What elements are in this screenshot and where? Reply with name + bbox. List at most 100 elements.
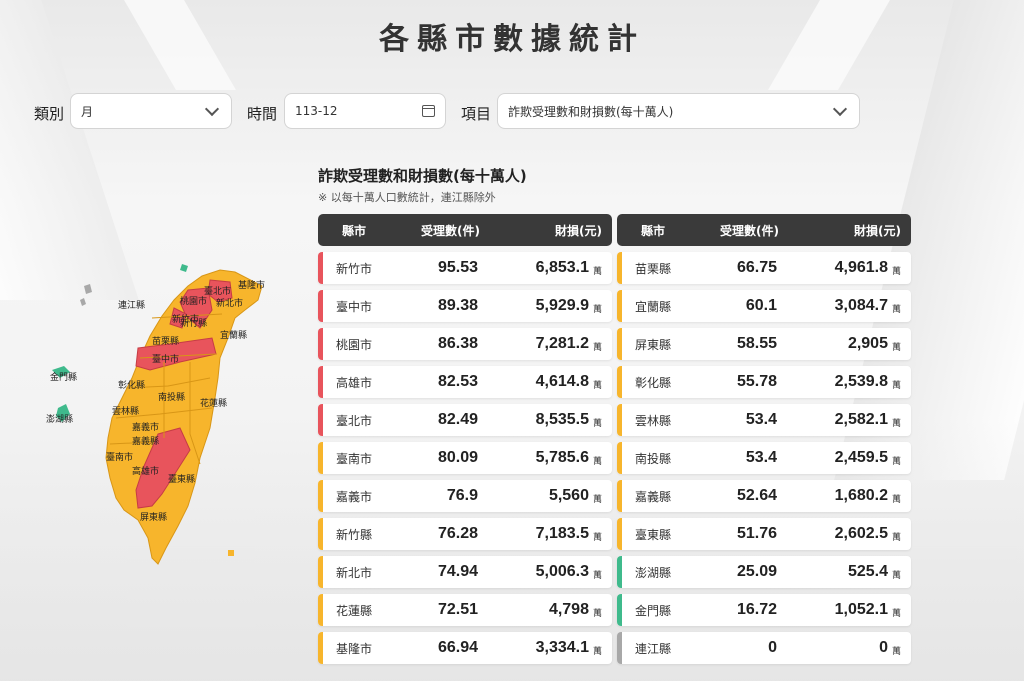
header-county: 縣市: [341, 223, 366, 238]
case-count: 72.51: [437, 601, 478, 618]
unit-label: 萬: [891, 646, 901, 657]
category-select[interactable]: 月: [70, 93, 232, 129]
county-name: 嘉義市: [335, 489, 372, 504]
case-count: 76.28: [437, 525, 478, 542]
table-row: 彰化縣 55.78 2,539.8 萬: [617, 366, 911, 398]
map-label: 金門縣: [50, 371, 77, 383]
county-name: 雲林縣: [634, 413, 671, 428]
map-label: 雲林縣: [112, 405, 139, 417]
case-count: 53.4: [745, 449, 777, 466]
loss-amount: 2,905: [847, 335, 888, 352]
table-row: 雲林縣 53.4 2,582.1 萬: [617, 404, 911, 436]
map-label: 苗栗縣: [152, 336, 179, 347]
case-count: 82.53: [437, 373, 478, 390]
table-row: 宜蘭縣 60.1 3,084.7 萬: [617, 290, 911, 322]
map-label: 澎湖縣: [46, 413, 73, 425]
table-row: 連江縣 0 0 萬: [617, 632, 911, 664]
map-label: 花蓮縣: [200, 397, 227, 409]
unit-label: 萬: [592, 380, 602, 391]
county-name: 澎湖縣: [634, 565, 671, 580]
loss-amount: 4,961.8: [834, 259, 888, 276]
loss-amount: 2,582.1: [834, 411, 888, 428]
table-header: 縣市 受理數(件) 財損(元): [617, 214, 911, 246]
table-row: 基隆市 66.94 3,334.1 萬: [318, 632, 612, 664]
map-label: 南投縣: [158, 391, 185, 403]
loss-amount: 5,006.3: [535, 563, 589, 580]
loss-amount: 525.4: [847, 563, 888, 580]
unit-label: 萬: [592, 494, 602, 505]
map-label: 彰化縣: [118, 379, 145, 391]
county-name: 臺東縣: [634, 527, 671, 542]
case-count: 82.49: [437, 411, 478, 428]
level-indicator: [318, 252, 323, 284]
table-row: 新竹市 95.53 6,853.1 萬: [318, 252, 612, 284]
map-label: 嘉義市: [132, 421, 159, 433]
table-row: 嘉義縣 52.64 1,680.2 萬: [617, 480, 911, 512]
calendar-icon[interactable]: [422, 105, 435, 117]
county-name: 南投縣: [634, 451, 671, 466]
loss-amount: 3,334.1: [535, 639, 589, 656]
page-title: 各縣市數據統計: [379, 22, 645, 57]
unit-label: 萬: [592, 304, 602, 315]
taiwan-map: 基隆市臺北市新北市桃園市新竹市新竹縣宜蘭縣苗栗縣臺中市彰化縣南投縣花蓮縣雲林縣嘉…: [46, 264, 265, 565]
unit-label: 萬: [592, 342, 602, 353]
table-row: 嘉義市 76.9 5,560 萬: [318, 480, 612, 512]
map-region-penghu[interactable]: [56, 404, 70, 422]
map-island-green: [180, 264, 188, 272]
case-count: 74.94: [437, 563, 478, 580]
table-row: 花蓮縣 72.51 4,798 萬: [318, 594, 612, 626]
map-label: 新北市: [216, 297, 243, 309]
loss-amount: 7,281.2: [535, 335, 589, 352]
county-name: 花蓮縣: [335, 603, 372, 618]
loss-amount: 2,459.5: [834, 449, 888, 466]
loss-amount: 2,539.8: [834, 373, 888, 390]
level-indicator: [617, 594, 622, 626]
unit-label: 萬: [592, 456, 602, 467]
level-indicator: [617, 518, 622, 550]
table-row: 臺東縣 51.76 2,602.5 萬: [617, 518, 911, 550]
time-label: 時間: [247, 105, 278, 123]
map-region-lienchiang[interactable]: [80, 284, 92, 306]
map-region-taichung[interactable]: [135, 337, 217, 371]
level-indicator: [617, 252, 622, 284]
case-count: 52.64: [736, 487, 777, 504]
table-row: 新竹縣 76.28 7,183.5 萬: [318, 518, 612, 550]
county-name: 宜蘭縣: [634, 299, 671, 314]
case-count: 60.1: [745, 297, 777, 314]
loss-amount: 7,183.5: [535, 525, 589, 542]
map-label: 新竹市: [172, 313, 199, 325]
county-name: 桃園市: [335, 337, 372, 352]
map-label: 宜蘭縣: [220, 329, 247, 341]
case-count: 86.38: [437, 335, 478, 352]
time-picker[interactable]: 113-12: [284, 93, 446, 129]
level-indicator: [318, 480, 323, 512]
level-indicator: [318, 404, 323, 436]
map-region-taoyuan[interactable]: [179, 287, 213, 329]
table-row: 澎湖縣 25.09 525.4 萬: [617, 556, 911, 588]
unit-label: 萬: [891, 304, 901, 315]
map-region-kaohsiung[interactable]: [135, 427, 191, 509]
item-select[interactable]: 詐欺受理數和財損數(每十萬人): [497, 93, 860, 129]
county-name: 連江縣: [634, 641, 671, 656]
case-count: 66.94: [437, 639, 478, 656]
level-indicator: [617, 632, 622, 664]
map-label: 臺南市: [106, 451, 133, 463]
map-region-kinmen[interactable]: [52, 366, 70, 378]
map-label: 高雄市: [132, 465, 159, 477]
county-name: 嘉義縣: [634, 489, 671, 504]
map-region-hsinchu-city[interactable]: [169, 307, 187, 329]
level-indicator: [617, 556, 622, 588]
stats-table-left: 縣市 受理數(件) 財損(元) 新竹市 95.53 6,853.1 萬臺中市 89.38…: [318, 214, 612, 664]
table-row: 臺中市 89.38 5,929.9 萬: [318, 290, 612, 322]
case-count: 80.09: [437, 449, 478, 466]
unit-label: 萬: [891, 342, 901, 353]
chevron-down-icon: [832, 101, 848, 117]
level-indicator: [318, 594, 323, 626]
map-island-lanyu: [228, 550, 234, 556]
section-note: ※ 以每十萬人口數統計，連江縣除外: [318, 191, 496, 204]
unit-label: 萬: [891, 532, 901, 543]
unit-label: 萬: [891, 608, 901, 619]
case-count: 16.72: [736, 601, 777, 618]
stats-table-right: 縣市 受理數(件) 財損(元) 苗栗縣 66.75 4,961.8 萬宜蘭縣 60.1 3…: [617, 214, 911, 664]
unit-label: 萬: [592, 532, 602, 543]
